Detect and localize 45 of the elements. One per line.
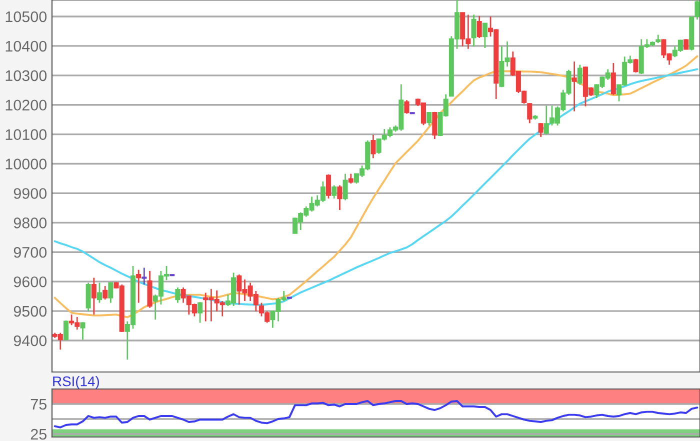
candlestick (86, 282, 91, 312)
y-tick-label: 10200 (6, 100, 47, 111)
chart-title: RSI(14) (53, 376, 99, 389)
candlestick (108, 282, 114, 304)
candlestick (577, 64, 582, 86)
candlestick (476, 15, 482, 39)
candlestick (572, 60, 577, 112)
candlestick (96, 282, 102, 304)
y-tick-label: 9800 (14, 218, 47, 228)
candlestick (175, 286, 180, 304)
candlestick (63, 320, 68, 340)
candlestick (538, 122, 544, 138)
y-tick-label: 10300 (6, 70, 47, 82)
y-tick-label: 10100 (6, 129, 47, 140)
candlestick (432, 111, 438, 140)
candlestick (102, 285, 108, 300)
candlestick (332, 184, 337, 200)
y-tick-label: 9500 (14, 306, 47, 317)
y-tick-label: 10500 (6, 11, 47, 22)
candlestick (80, 322, 86, 340)
candlestick (471, 14, 476, 47)
y-tick-label: 9600 (14, 276, 47, 288)
candlestick (482, 22, 488, 49)
candlestick (404, 99, 410, 114)
y-tick-label: 9400 (14, 335, 47, 346)
candlestick (633, 58, 638, 74)
candlestick (610, 62, 616, 96)
candlestick (684, 38, 689, 50)
candlestick (342, 173, 348, 201)
y-tick-label: 9900 (14, 188, 47, 199)
candlestick (527, 102, 532, 124)
y-tick-label: 10000 (6, 158, 47, 170)
y-tick-label: 10400 (6, 40, 47, 52)
y-tick-label: 75 (30, 399, 46, 410)
line-series (54, 400, 698, 428)
candlestick (91, 277, 96, 316)
y-tick-label: 25 (30, 428, 46, 440)
candlestick (370, 134, 376, 159)
candlestick (198, 302, 203, 324)
candlestick (326, 174, 332, 200)
candlestick (348, 173, 354, 184)
candlestick (136, 269, 142, 304)
candlestick (426, 112, 432, 126)
candlestick (337, 184, 342, 211)
y-tick-label: 9700 (14, 246, 47, 258)
